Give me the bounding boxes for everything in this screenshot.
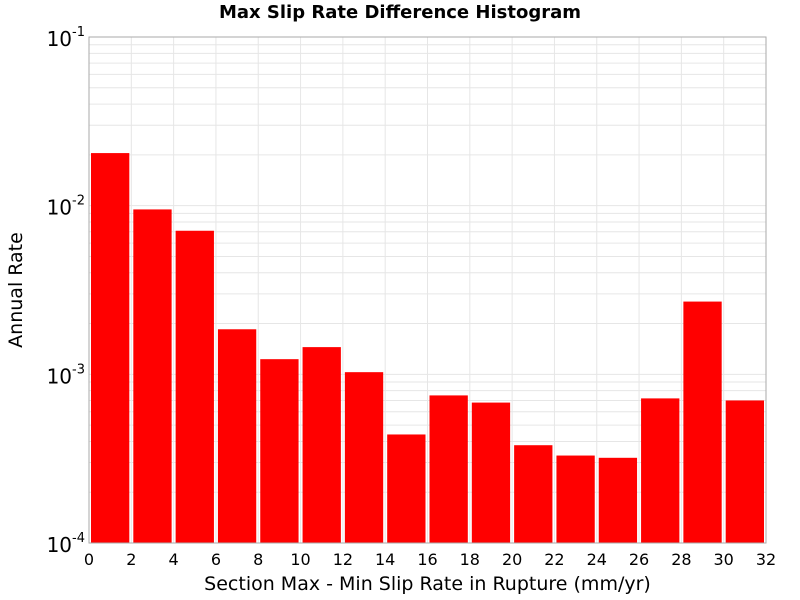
x-tick-label: 18 [460, 550, 480, 569]
y-tick-label: 10-2 [47, 194, 85, 220]
histogram-bar [260, 359, 299, 543]
chart-title: Max Slip Rate Difference Histogram [218, 2, 581, 23]
x-axis-ticks: 0 2 4 6 8 10 12 14 16 18 20 22 24 26 28 30 32 [84, 550, 776, 569]
histogram-bar [683, 301, 722, 543]
histogram-bar [302, 347, 341, 543]
y-tick-label: 10-1 [47, 25, 85, 51]
bars [91, 153, 764, 544]
x-tick-label: 26 [629, 550, 649, 569]
x-tick-label: 20 [502, 550, 522, 569]
histogram-bar [133, 209, 172, 543]
histogram-bar [471, 402, 511, 543]
histogram-bar [175, 230, 214, 543]
x-tick-label: 10 [290, 550, 310, 569]
x-axis-label: Section Max - Min Slip Rate in Rupture (… [204, 573, 651, 595]
x-tick-label: 32 [756, 550, 776, 569]
x-tick-label: 14 [375, 550, 395, 569]
plot-border [88, 36, 767, 544]
y-axis-ticks: 10-4 10-3 10-2 10-1 [47, 25, 85, 557]
x-tick-label: 2 [126, 550, 136, 569]
histogram-bar [387, 434, 426, 543]
x-tick-label: 6 [211, 550, 221, 569]
x-tick-label: 12 [333, 550, 353, 569]
histogram-bar [91, 153, 130, 544]
histogram-bar [217, 329, 257, 543]
histogram-bar [598, 457, 638, 543]
x-tick-label: 8 [253, 550, 263, 569]
histogram-bar [556, 455, 595, 543]
x-tick-label: 4 [169, 550, 179, 569]
histogram-bar [429, 395, 468, 543]
histogram-bar [725, 400, 764, 543]
histogram-bar [514, 445, 553, 543]
x-tick-label: 22 [544, 550, 564, 569]
y-tick-label: 10-4 [47, 531, 85, 557]
histogram-bar [641, 398, 680, 543]
y-tick-label: 10-3 [47, 362, 85, 388]
x-tick-label: 28 [671, 550, 691, 569]
x-tick-label: 16 [417, 550, 437, 569]
x-tick-label: 0 [84, 550, 94, 569]
x-tick-label: 24 [587, 550, 607, 569]
y-axis-label: Annual Rate [5, 232, 27, 348]
x-tick-label: 30 [714, 550, 734, 569]
histogram-bar [344, 372, 384, 543]
